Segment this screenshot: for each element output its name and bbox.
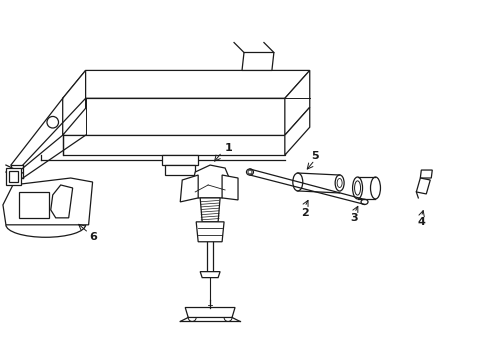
Polygon shape bbox=[200, 272, 220, 278]
Polygon shape bbox=[3, 178, 92, 225]
Polygon shape bbox=[415, 178, 429, 194]
Polygon shape bbox=[285, 71, 309, 135]
Polygon shape bbox=[62, 135, 285, 155]
Text: 6: 6 bbox=[89, 232, 97, 242]
Polygon shape bbox=[62, 71, 309, 98]
Text: 2: 2 bbox=[300, 208, 308, 218]
Polygon shape bbox=[192, 165, 229, 198]
Polygon shape bbox=[180, 175, 198, 202]
Text: 3: 3 bbox=[350, 213, 358, 223]
Polygon shape bbox=[185, 307, 235, 318]
Polygon shape bbox=[200, 198, 220, 222]
Polygon shape bbox=[62, 98, 285, 135]
Polygon shape bbox=[62, 71, 85, 135]
Polygon shape bbox=[420, 170, 431, 178]
Polygon shape bbox=[6, 168, 21, 185]
Polygon shape bbox=[9, 171, 18, 182]
Polygon shape bbox=[242, 53, 273, 71]
Text: 4: 4 bbox=[417, 217, 425, 227]
Polygon shape bbox=[19, 192, 49, 218]
Polygon shape bbox=[51, 185, 73, 218]
Polygon shape bbox=[196, 222, 224, 242]
Polygon shape bbox=[162, 155, 198, 165]
Polygon shape bbox=[165, 165, 195, 175]
Text: 1: 1 bbox=[224, 143, 231, 153]
Text: 5: 5 bbox=[310, 151, 318, 161]
Polygon shape bbox=[285, 107, 309, 155]
Polygon shape bbox=[222, 175, 238, 200]
